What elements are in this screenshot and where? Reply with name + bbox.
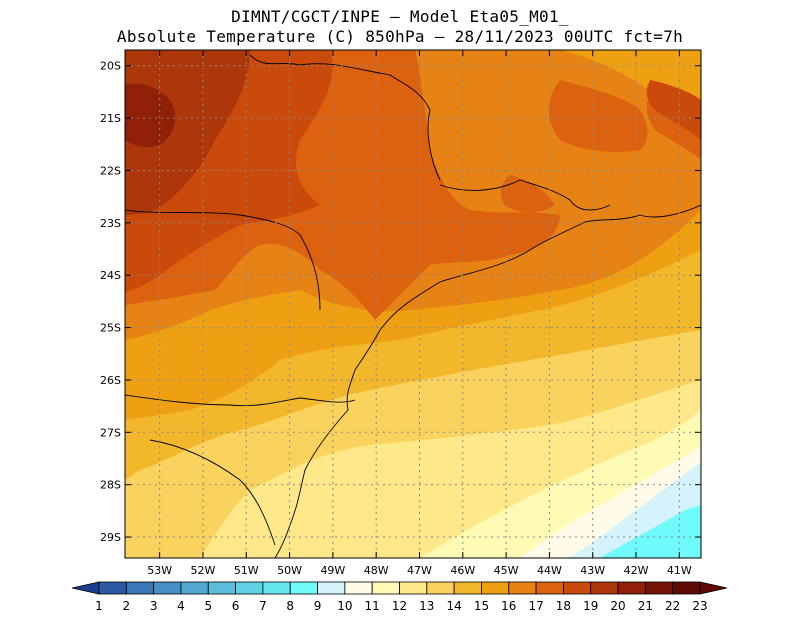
colorbar-box (317, 581, 346, 595)
colorbar-label: 17 (528, 599, 543, 613)
colorbar-label: 23 (692, 599, 707, 613)
map-frame (124, 49, 702, 559)
title-line-1: DIMNT/CGCT/INPE – Model Eta05_M01_ (231, 7, 569, 26)
colorbar-box (426, 581, 455, 595)
lat-label: 21S (100, 112, 121, 125)
latitude-labels: 20S 21S 22S 23S 24S 25S 26S 27S 28S 29S (100, 60, 701, 544)
colorbar-box (481, 581, 510, 595)
lon-label: 51W (234, 564, 259, 577)
colorbar-box (289, 581, 318, 595)
lat-label: 27S (100, 426, 121, 439)
colorbar-label: 7 (259, 599, 267, 613)
lon-label: 47W (407, 564, 432, 577)
lon-label: 45W (494, 564, 519, 577)
lon-label: 42W (624, 564, 649, 577)
longitude-labels: 53W 52W 51W 50W 49W 48W 47W 46W 45W 44W 43W 42W 41W (147, 50, 692, 577)
colorbar-box (125, 581, 155, 595)
lat-label: 28S (100, 479, 121, 492)
colorbar-label: 15 (474, 599, 489, 613)
colorbar-label: 22 (665, 599, 680, 613)
lat-label: 22S (100, 164, 121, 177)
colorbar-label: 5 (204, 599, 212, 613)
colorbar-label: 6 (232, 599, 240, 613)
colorbar-label: 9 (314, 599, 322, 613)
colorbar-box (207, 581, 236, 595)
colorbar-label: 14 (446, 599, 461, 613)
lon-label: 49W (320, 564, 345, 577)
colorbar-label: 4 (177, 599, 185, 613)
lon-label: 46W (450, 564, 475, 577)
colorbar-box (344, 581, 373, 595)
colorbar-label: 19 (583, 599, 598, 613)
colorbar-label: 12 (392, 599, 407, 613)
colorbar-label: 1 (95, 599, 103, 613)
colorbar-box (153, 581, 182, 595)
temperature-contour-c18 (548, 80, 648, 152)
colorbar-label: 21 (638, 599, 653, 613)
colorbar-box (672, 581, 701, 595)
lat-label: 25S (100, 322, 121, 335)
colorbar-box (98, 581, 127, 595)
title-line-2: Absolute Temperature (C) 850hPa – 28/11/… (116, 27, 684, 46)
colorbar-label: 20 (610, 599, 625, 613)
colorbar-label: 8 (286, 599, 294, 613)
lat-label: 23S (100, 217, 121, 230)
lon-label: 52W (191, 564, 216, 577)
gridlines (125, 50, 701, 558)
temperature-contour-c9 (600, 505, 701, 558)
colorbar-box (644, 581, 674, 595)
lat-label: 26S (100, 374, 121, 387)
temperature-contour-c21 (125, 83, 176, 148)
colorbar-label: 3 (150, 599, 158, 613)
colorbar-label: 16 (501, 599, 516, 613)
lon-label: 43W (580, 564, 605, 577)
colorbar-box (453, 581, 482, 595)
colorbar-box (617, 581, 646, 595)
colorbar-box (262, 581, 291, 595)
colorbar-label: 18 (556, 599, 571, 613)
lon-label: 48W (364, 564, 389, 577)
temperature-contour-c19 (646, 80, 701, 140)
colorbar-box (371, 581, 400, 595)
colorbar-arrow-low (71, 581, 100, 595)
lat-label: 29S (100, 531, 121, 544)
colorbar-box (563, 581, 592, 595)
lon-label: 44W (537, 564, 562, 577)
colorbar-label: 2 (122, 599, 130, 613)
temperature-field (125, 50, 701, 558)
colorbar-label: 13 (419, 599, 434, 613)
temperature-contour-c18 (500, 175, 555, 213)
lon-label: 50W (277, 564, 302, 577)
colorbar-box (508, 581, 537, 595)
coastline-borders (125, 54, 701, 558)
lon-label: 41W (667, 564, 692, 577)
colorbar-box (590, 581, 619, 595)
colorbar-box (535, 581, 564, 595)
colorbar-label: 10 (337, 599, 352, 613)
lat-label: 20S (100, 60, 121, 73)
colorbar-arrow-high (699, 581, 728, 595)
colorbar-box (399, 581, 428, 595)
lon-label: 53W (147, 564, 172, 577)
lat-label: 24S (100, 269, 121, 282)
colorbar-label: 11 (365, 599, 380, 613)
colorbar-box (180, 581, 209, 595)
colorbar: 1 2 3 4 5 6 7 8 9 10 11 12 13 14 15 16 17 18 19 20 21 22 23 (71, 581, 728, 613)
colorbar-box (235, 581, 264, 595)
